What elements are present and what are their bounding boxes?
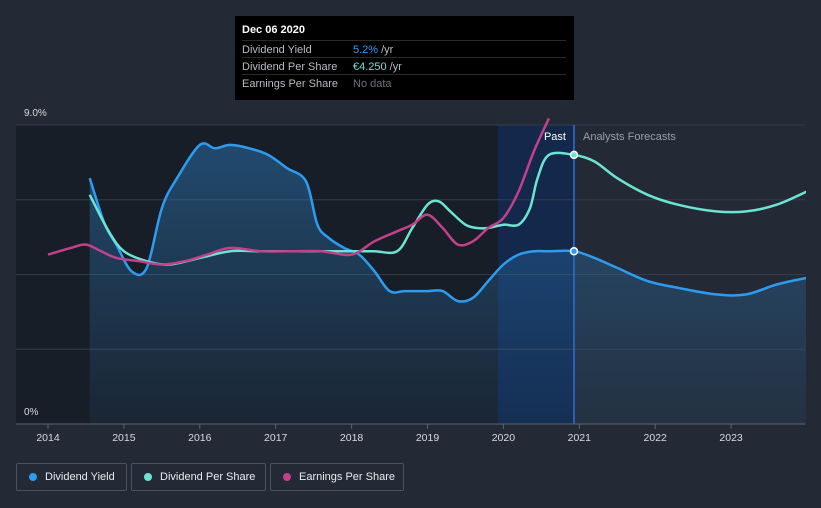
series-line-dividend-per-share [88, 151, 806, 266]
marker-point-dividend-per-share [569, 150, 579, 160]
x-tick-label: 2015 [112, 432, 136, 444]
y-tick-label-top: 9.0% [24, 108, 47, 119]
tooltip-value: €4.250/yr [353, 61, 402, 73]
analysts-forecasts-label: Analysts Forecasts [583, 131, 676, 143]
tooltip-label: Dividend Per Share [242, 61, 338, 73]
legend-dot-icon [144, 473, 152, 481]
tooltip: Dec 06 2020 Dividend Yield 5.2%/yr Divid… [235, 16, 574, 100]
y-tick-label-bottom: 0% [24, 407, 39, 418]
x-tick-label: 2019 [416, 432, 440, 444]
legend-label: Dividend Yield [45, 471, 115, 483]
tooltip-date: Dec 06 2020 [242, 24, 305, 36]
series-line-dividend-yield [88, 142, 806, 303]
x-tick-label: 2021 [568, 432, 592, 444]
legend-dot-icon [283, 473, 291, 481]
dividend-yield-area [89, 143, 806, 424]
x-tick-label: 2014 [36, 432, 60, 444]
series-line-earnings-per-share [47, 117, 551, 266]
x-tick-label: 2017 [264, 432, 288, 444]
tooltip-row-dividend-yield: Dividend Yield 5.2%/yr [242, 40, 566, 57]
legend-earnings-per-share[interactable]: Earnings Per Share [270, 463, 404, 491]
tooltip-label: Dividend Yield [242, 44, 312, 56]
tooltip-value: 5.2%/yr [353, 44, 394, 56]
tooltip-row-earnings-per-share: Earnings Per Share No data [242, 74, 566, 91]
x-tick-label: 2018 [340, 432, 364, 444]
legend-dividend-per-share[interactable]: Dividend Per Share [131, 463, 266, 491]
marker-point-dividend-yield [569, 246, 579, 256]
tooltip-value: No data [353, 78, 392, 90]
tooltip-label: Earnings Per Share [242, 78, 338, 90]
legend-dividend-yield[interactable]: Dividend Yield [16, 463, 127, 491]
x-tick-label: 2023 [719, 432, 743, 444]
tooltip-row-dividend-per-share: Dividend Per Share €4.250/yr [242, 57, 566, 74]
legend-label: Dividend Per Share [160, 471, 256, 483]
past-label: Past [544, 131, 566, 143]
legend-dot-icon [29, 473, 37, 481]
x-tick-label: 2022 [644, 432, 668, 444]
x-tick-label: 2020 [492, 432, 516, 444]
legend-label: Earnings Per Share [299, 471, 395, 483]
x-tick-label: 2016 [188, 432, 212, 444]
